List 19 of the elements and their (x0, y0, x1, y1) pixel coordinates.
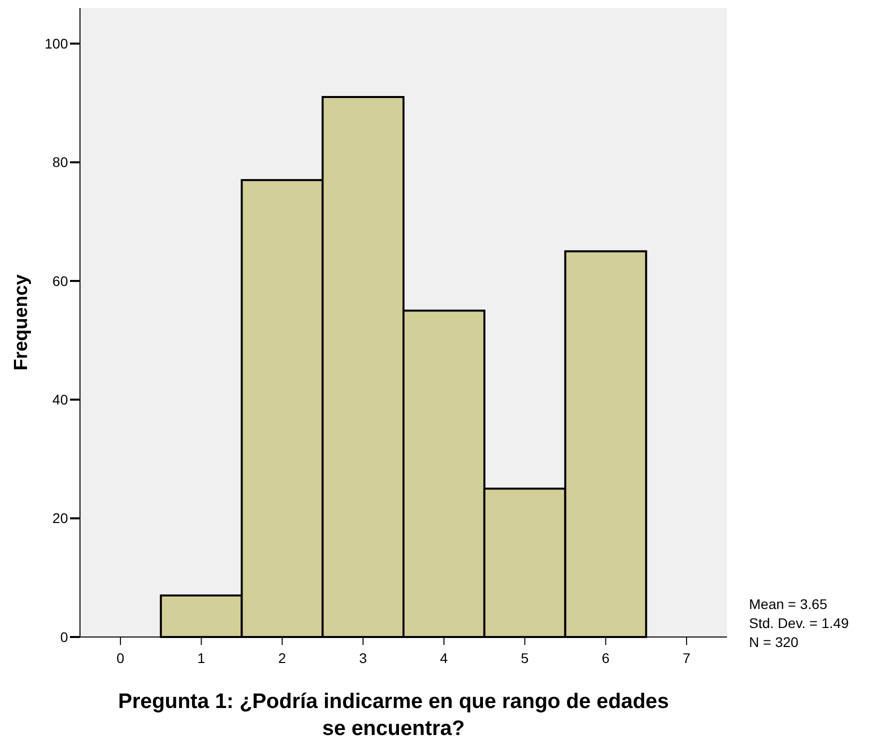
text: Std. Dev. = 1.49 (749, 615, 849, 631)
y-tick-label: 100 (44, 36, 68, 52)
text: N = 320 (749, 634, 799, 650)
y-tick-label: 80 (52, 154, 68, 170)
x-tick-label: 6 (602, 650, 610, 666)
x-tick-label: 2 (278, 650, 286, 666)
x-tick-label: 0 (116, 650, 125, 666)
y-tick-label: 20 (52, 510, 68, 526)
x-tick-label: 5 (520, 650, 529, 666)
x-tick-label: 7 (682, 650, 691, 666)
x-tick-label: 4 (440, 650, 448, 666)
text: Mean = 3.65 (749, 596, 828, 612)
x-tick-label: 3 (359, 650, 368, 666)
y-axis-title: Frequency (11, 274, 32, 371)
y-tick-label: 0 (60, 628, 68, 645)
x-axis-title: Pregunta 1: ¿Podría indicarme en que rango de edades se encuentra? (118, 690, 669, 740)
y-tick-label: 40 (52, 392, 68, 408)
x-tick-label: 1 (197, 650, 206, 666)
y-tick-label: 60 (52, 272, 68, 289)
